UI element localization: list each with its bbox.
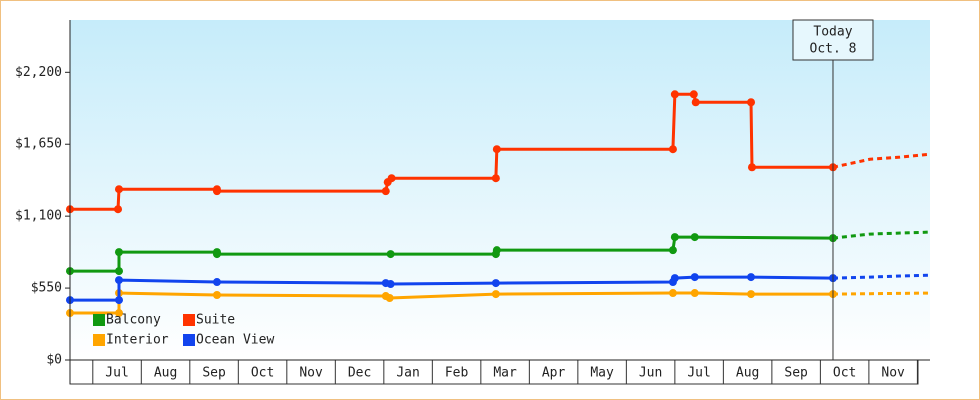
lines [66, 90, 931, 318]
y-tick-label: $2,200 [15, 65, 62, 80]
point [114, 248, 123, 257]
point [114, 276, 123, 285]
point [668, 289, 677, 298]
point [386, 250, 395, 259]
grid [65, 71, 918, 384]
point [492, 246, 501, 255]
today-box [792, 19, 874, 61]
point [670, 274, 679, 283]
today-label: Oct. 8 [810, 42, 857, 57]
x-tick-label: Aug [154, 366, 177, 381]
x-tick-label: Jun [639, 366, 662, 381]
legend: Balcony Suite Interior Ocean View [93, 313, 274, 348]
x-tick-label: Sep [784, 366, 808, 381]
legend-swatch [93, 314, 105, 326]
x-tick-label: Jan [396, 366, 419, 381]
legend-label: Suite [196, 313, 235, 328]
x-tick-label: Oct [251, 366, 274, 381]
series-forecast-line [832, 152, 931, 169]
point [114, 296, 123, 305]
legend-label: Ocean View [196, 333, 274, 348]
x-tick-label: May [590, 366, 614, 381]
today-label: Today [813, 25, 852, 40]
x-tick-label: Mar [493, 366, 517, 381]
point [747, 163, 756, 172]
point [491, 290, 500, 299]
point [212, 250, 221, 259]
point [491, 279, 500, 288]
point [385, 294, 394, 303]
point [387, 174, 396, 183]
point [670, 233, 679, 242]
series-forecast-line [832, 291, 931, 296]
x-tick-label: Oct [833, 366, 856, 381]
point [492, 145, 501, 154]
legend-label: Balcony [106, 313, 161, 328]
x-tick-label: Nov [881, 366, 905, 381]
x-tick-label: Jul [105, 366, 128, 381]
point [690, 233, 699, 242]
point [114, 267, 123, 276]
point [386, 280, 395, 289]
point [381, 187, 390, 196]
point [212, 291, 221, 300]
point [114, 205, 123, 214]
y-tick-label: $550 [31, 281, 62, 296]
x-tick-label: Apr [542, 366, 566, 381]
y-tick-label: $1,100 [15, 209, 62, 224]
y-tick-label: $1,650 [15, 137, 62, 152]
point [690, 289, 699, 298]
y-tick-label: $0 [46, 353, 62, 368]
x-tick-label: Feb [445, 366, 469, 381]
point [668, 145, 677, 154]
x-tick-label: Jul [687, 366, 710, 381]
point [668, 246, 677, 255]
point [747, 290, 756, 299]
point [691, 98, 700, 107]
legend-label: Interior [106, 333, 169, 348]
x-tick-label: Aug [736, 366, 759, 381]
point [212, 187, 221, 196]
series-forecast-line [832, 273, 931, 280]
legend-swatch [93, 334, 105, 346]
legend-swatch [183, 334, 195, 346]
point [491, 174, 500, 183]
point [689, 90, 698, 99]
point [670, 90, 679, 99]
point [114, 185, 123, 194]
x-tick-label: Dec [348, 366, 371, 381]
legend-swatch [183, 314, 195, 326]
x-tick-label: Sep [202, 366, 226, 381]
point [747, 273, 756, 282]
series-forecast-line [832, 230, 931, 240]
point [747, 98, 756, 107]
point [690, 273, 699, 282]
point [114, 309, 123, 318]
x-tick-label: Nov [299, 366, 323, 381]
point [212, 278, 221, 287]
